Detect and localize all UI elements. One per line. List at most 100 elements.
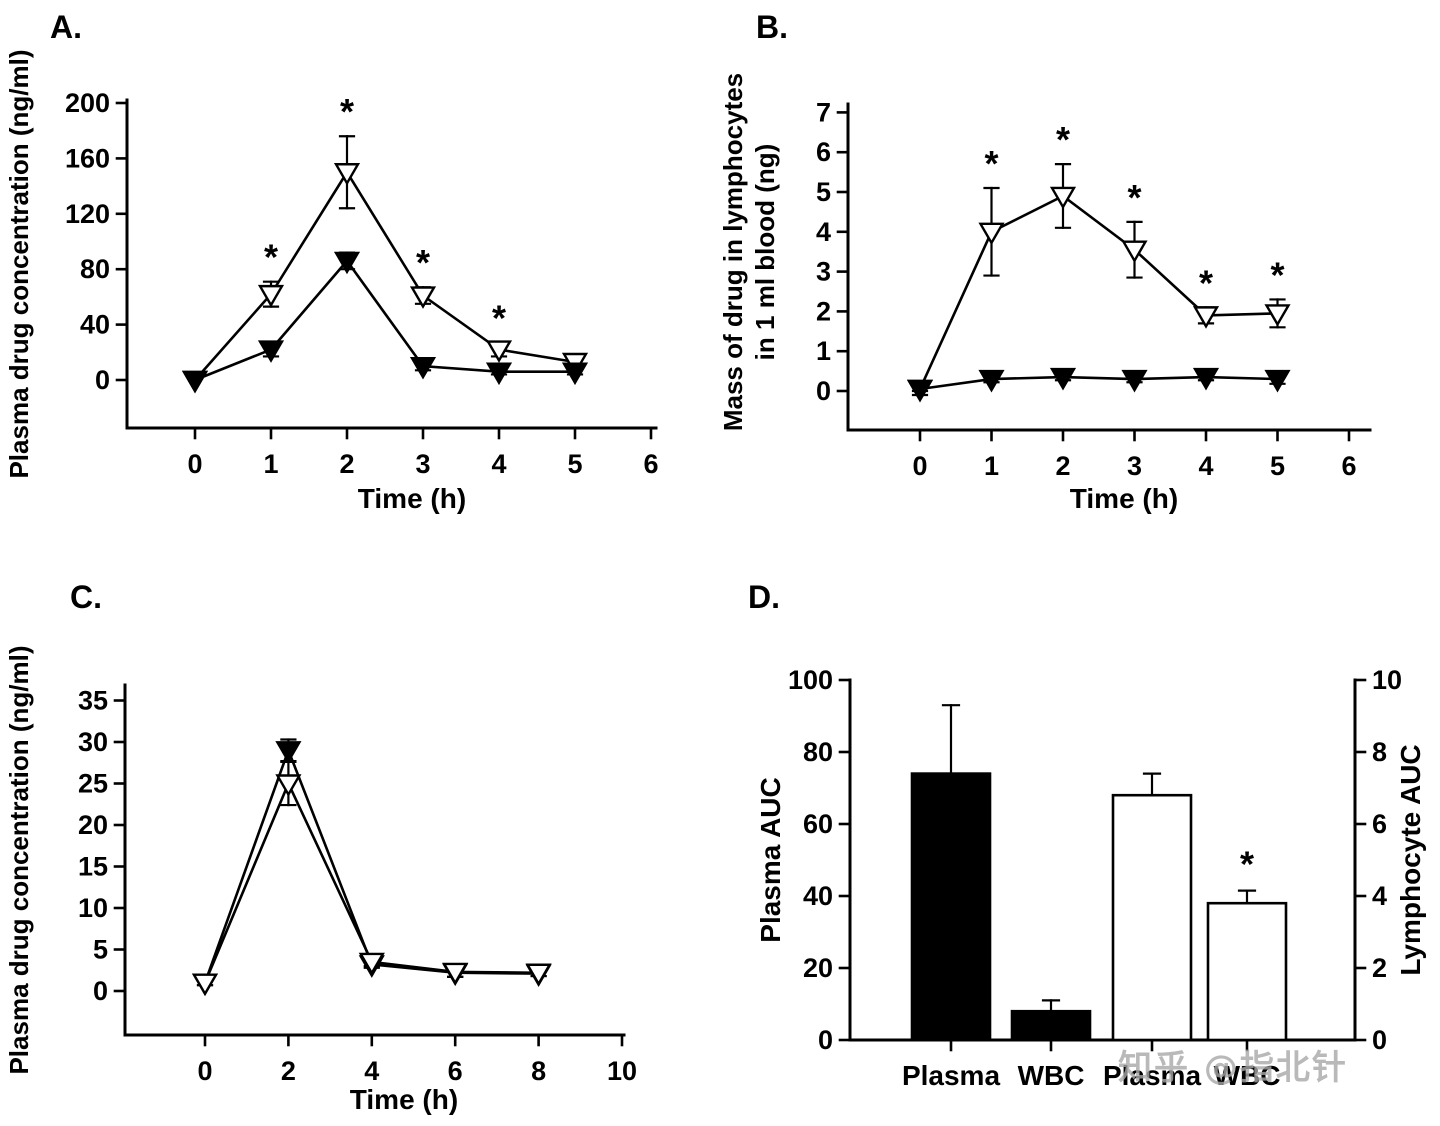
y-axis-label: Mass of drug in lymphocytes (720, 73, 748, 431)
open-triangle-marker (409, 286, 437, 309)
filled-triangle-marker (1121, 369, 1148, 393)
x-axis-label: Time (h) (358, 483, 466, 514)
panel-a: 0 1 2 3 4 5 6 0 40 80 120 160 200 Time (h) Plasma drug… (0, 0, 720, 565)
series-open-triangle-series: * * * * * (906, 119, 1291, 403)
left-tick-label: 40 (803, 881, 833, 911)
axes: 0 2 4 6 8 10 0 5 10 15 20 25 30 35 Time (h) Plasma drug… (4, 645, 637, 1115)
open-triangle-marker (1121, 240, 1148, 264)
filled-triangle-marker (333, 251, 361, 275)
left-axis-label: Plasma AUC (755, 777, 786, 942)
series-open-triangle-series: * * * * (181, 91, 589, 394)
x-axis-label: Time (h) (1070, 483, 1178, 514)
x-tick-label: 1 (263, 449, 278, 479)
open-triangle-marker (191, 973, 219, 997)
bar (1010, 1009, 1092, 1042)
y-tick-label: 15 (78, 852, 108, 882)
series-line (918, 194, 1278, 390)
y-tick-label: 20 (78, 810, 108, 840)
right-tick-label: 0 (1372, 1025, 1387, 1055)
open-triangle-marker (442, 962, 469, 986)
bar-category-label: WBC (1214, 1060, 1281, 1091)
series-filled-triangle-series (906, 367, 1291, 403)
y-tick-label: 5 (816, 177, 831, 207)
x-tick-label: 0 (197, 1056, 212, 1086)
watermark: 知乎 @指北针 (1118, 1048, 1348, 1088)
bar-wbc-white: * (1206, 844, 1288, 1042)
x-tick-label: 2 (339, 449, 354, 479)
bar (1111, 793, 1193, 1042)
panel-b: 0 1 2 3 4 5 6 0 1 2 3 4 5 6 7 Time (h) Mass of drug in l… (718, 0, 1440, 565)
right-tick-label: 8 (1372, 737, 1387, 767)
y-tick-label: 40 (80, 310, 110, 340)
significance-asterisk: * (1199, 262, 1213, 303)
significance-asterisk: * (416, 242, 430, 283)
significance-asterisk: * (1270, 254, 1284, 295)
open-triangle-marker (1192, 306, 1220, 329)
y-tick-label: 80 (80, 254, 110, 284)
y-tick-label: 6 (816, 137, 831, 167)
filled-triangle-marker (257, 340, 285, 363)
filled-triangle-marker (485, 362, 513, 386)
y-axis-label: Plasma drug concentration (ng/ml) (4, 645, 34, 1074)
open-triangle-marker (257, 284, 285, 308)
bar-category-label: Plasma (1103, 1060, 1201, 1091)
panel-a-chart: 0 1 2 3 4 5 6 0 40 80 120 160 200 Time (h) Plasma drug… (4, 9, 659, 514)
filled-triangle-marker (275, 741, 302, 764)
panel-label: D. (748, 579, 780, 615)
x-tick-label: 2 (281, 1056, 296, 1086)
significance-asterisk: * (984, 143, 998, 184)
y-tick-label: 4 (816, 217, 831, 247)
significance-asterisk: * (1056, 119, 1070, 160)
filled-triangle-marker (906, 379, 934, 403)
left-tick-label: 100 (788, 665, 833, 695)
bar (1206, 901, 1288, 1042)
bar-wbc-black (1010, 999, 1092, 1042)
x-tick-label: 4 (1198, 451, 1213, 481)
significance-asterisk: * (492, 298, 506, 339)
panel-c: 0 2 4 6 8 10 0 5 10 15 20 25 30 35 Time (h) Plasma drug… (0, 560, 720, 1126)
y-tick-label: 0 (95, 365, 110, 395)
filled-triangle-marker (409, 356, 437, 380)
left-tick-label: 0 (818, 1025, 833, 1055)
filled-triangle-marker (1264, 369, 1291, 393)
filled-triangle-marker (978, 369, 1005, 393)
y-tick-label: 200 (65, 88, 110, 118)
y-tick-label: 1 (816, 336, 831, 366)
y-tick-label: 3 (816, 257, 831, 287)
x-tick-label: 0 (187, 449, 202, 479)
significance-asterisk: * (264, 237, 278, 278)
panel-d-chart: 0 20 40 60 80 100 0 2 4 6 8 10 Plasma AUC Lymphocyte … (748, 579, 1426, 1091)
right-tick-label: 2 (1372, 953, 1387, 983)
filled-triangle-marker (1049, 367, 1077, 391)
axes: 0 20 40 60 80 100 0 2 4 6 8 10 Plasma AUC Lymphocyte … (755, 665, 1426, 1091)
x-tick-label: 8 (531, 1056, 546, 1086)
x-tick-label: 1 (984, 451, 999, 481)
panel-label: C. (70, 579, 102, 615)
right-axis-label: Lymphocyte AUC (1395, 744, 1426, 975)
left-tick-label: 60 (803, 809, 833, 839)
open-triangle-marker (358, 952, 385, 976)
filled-triangle-marker (1192, 367, 1220, 391)
y-tick-label: 2 (816, 296, 831, 326)
y-tick-label: 120 (65, 199, 110, 229)
open-triangle-marker (1049, 186, 1077, 210)
axes: 0 1 2 3 4 5 6 0 1 2 3 4 5 6 7 Time (h) Mass of drug in l… (718, 73, 1372, 514)
filled-triangle-marker (181, 370, 209, 394)
x-tick-label: 5 (567, 449, 582, 479)
panel-c-chart: 0 2 4 6 8 10 0 5 10 15 20 25 30 35 Time (h) Plasma drug… (4, 579, 637, 1115)
open-triangle-marker (1264, 304, 1291, 327)
y-tick-label: 10 (78, 893, 108, 923)
bar-plasma-black (910, 704, 992, 1042)
x-axis-label: Time (h) (350, 1084, 458, 1115)
bar-category-label: WBC (1018, 1060, 1085, 1091)
open-triangle-marker (275, 774, 302, 797)
series-line (194, 258, 575, 382)
y-axis-label: in 1 ml blood (ng) (750, 144, 780, 361)
panel-label: B. (756, 9, 788, 45)
left-tick-label: 80 (803, 737, 833, 767)
y-tick-label: 0 (93, 976, 108, 1006)
x-tick-label: 6 (1341, 451, 1356, 481)
y-tick-label: 0 (816, 376, 831, 406)
panel-label: A. (50, 9, 82, 45)
significance-asterisk: * (1127, 177, 1141, 218)
